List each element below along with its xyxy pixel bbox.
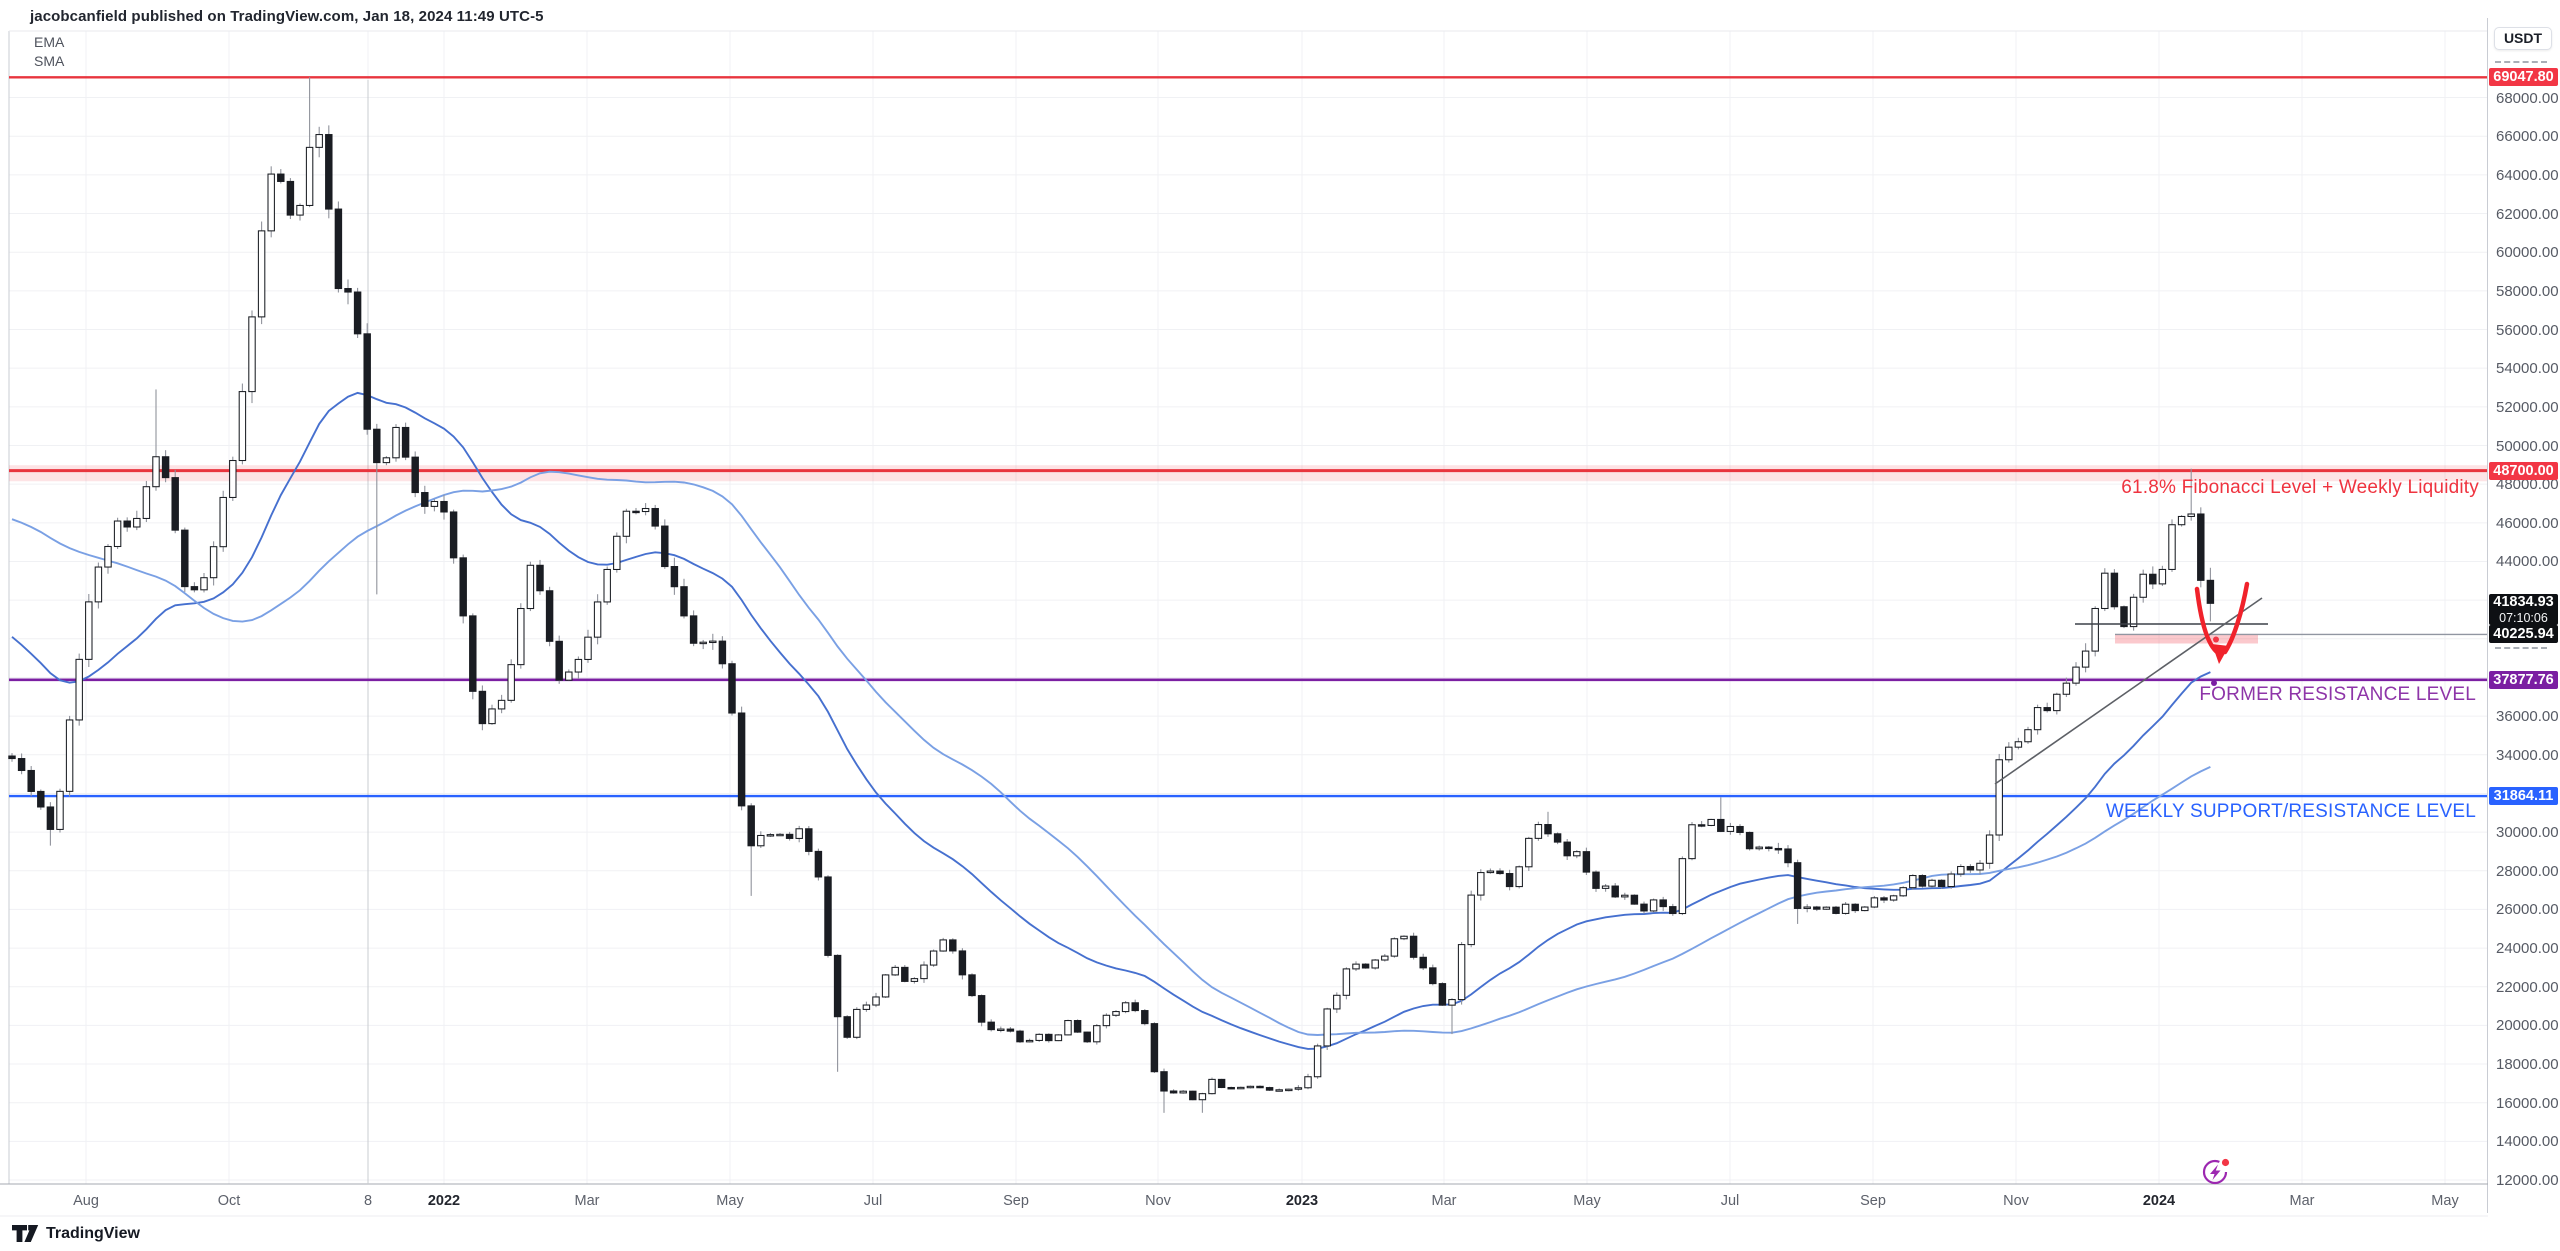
time-label-year: 2024 (2142, 1193, 2176, 1209)
trend-line (1994, 597, 2263, 785)
published-header: jacobcanfield published on TradingView.c… (30, 8, 544, 25)
time-axis[interactable]: Aug Oct 8 2022 Mar May Jul Sep Nov 2023 Mar May Jul S… (0, 1186, 2560, 1214)
price-tick: 18000.00 (2496, 1056, 2559, 1074)
price-tick: 48000.00 (2496, 476, 2559, 494)
price-tick: 54000.00 (2496, 360, 2559, 378)
time-label: Mar (2289, 1193, 2315, 1209)
candlestick-series (8, 77, 2215, 1113)
bar-countdown: 07:10:06 (2499, 611, 2548, 626)
time-label: Aug (73, 1193, 99, 1209)
ma-line-sma (11, 470, 2211, 1036)
time-label: Sep (1003, 1193, 1029, 1209)
liquidity-mini-zone (2115, 634, 2258, 644)
price-tick: 22000.00 (2496, 978, 2559, 996)
price-tick: 44000.00 (2496, 553, 2559, 571)
currency-toggle-button[interactable]: USDT (2494, 27, 2552, 50)
price-tick: 66000.00 (2496, 128, 2559, 146)
pane-borders (0, 18, 2560, 1217)
current-price-value: 41834.93 (2493, 594, 2554, 611)
tradingview-logo-text: TradingView (46, 1224, 140, 1242)
breakdown-arrow (2194, 581, 2250, 664)
price-tick: 50000.00 (2496, 437, 2559, 455)
price-tick: 56000.00 (2496, 321, 2559, 339)
tradingview-attribution[interactable]: TradingView (12, 1224, 140, 1243)
time-label: Mar (574, 1193, 600, 1209)
drawing-anchor-dot (2213, 636, 2219, 643)
fib-level-note: 61.8% Fibonacci Level + Weekly Liquidity (2121, 477, 2479, 498)
dashed-axis-marker (2495, 61, 2547, 63)
time-label: Oct (217, 1193, 241, 1209)
price-level-badge: 31864.11 (2489, 787, 2558, 806)
price-level-badge: 37877.76 (2489, 670, 2558, 689)
price-tick: 62000.00 (2496, 205, 2559, 223)
price-tick: 60000.00 (2496, 244, 2559, 262)
price-tick: 30000.00 (2496, 824, 2559, 842)
price-axis[interactable]: USDT 68000.00 66000.00 64000.00 62000.00 600… (2488, 0, 2560, 1251)
price-tick: 12000.00 (2496, 1172, 2559, 1190)
indicator-legend-ema[interactable]: EMA (34, 34, 65, 50)
price-tick: 46000.00 (2496, 514, 2559, 532)
time-label: Jul (1720, 1193, 1740, 1209)
drawing-anchor-dot (2211, 680, 2217, 686)
tradingview-logo-icon (12, 1225, 39, 1242)
indicator-legend-sma[interactable]: SMA (34, 53, 65, 69)
price-tick: 34000.00 (2496, 746, 2559, 764)
time-label: Nov (2003, 1193, 2029, 1209)
price-tick: 14000.00 (2496, 1133, 2559, 1151)
price-tick: 58000.00 (2496, 282, 2559, 300)
price-tick: 16000.00 (2496, 1094, 2559, 1112)
time-label-year: 2022 (427, 1193, 461, 1209)
gridlines (9, 31, 2487, 1184)
price-tick: 28000.00 (2496, 862, 2559, 880)
price-tick: 26000.00 (2496, 901, 2559, 919)
weekly-sr-note: WEEKLY SUPPORT/RESISTANCE LEVEL (2105, 801, 2476, 822)
dashed-axis-marker (2495, 647, 2547, 649)
price-tick: 20000.00 (2496, 1017, 2559, 1035)
price-tick: 64000.00 (2496, 166, 2559, 184)
time-label: Jul (863, 1193, 883, 1209)
current-price-badge: 41834.93 07:10:06 (2489, 594, 2558, 626)
ray-price-badge: 40225.94 (2489, 625, 2558, 644)
time-label: Mar (1431, 1193, 1457, 1209)
time-label-year: 2023 (1285, 1193, 1319, 1209)
price-tick: 52000.00 (2496, 398, 2559, 416)
price-tick: 24000.00 (2496, 940, 2559, 958)
price-level-badge: 69047.80 (2489, 68, 2558, 87)
time-label: 8 (363, 1193, 373, 1209)
moving-average-lines (11, 391, 2211, 1050)
time-label: May (716, 1193, 744, 1209)
time-label: May (2431, 1193, 2459, 1209)
time-label: Sep (1860, 1193, 1886, 1209)
price-tick: 68000.00 (2496, 89, 2559, 107)
flash-idea-icon[interactable] (2202, 1158, 2230, 1185)
ma-line-ema (11, 391, 2211, 1050)
former-resistance-note: FORMER RESISTANCE LEVEL (2199, 684, 2476, 705)
price-level-badge: 48700.00 (2489, 461, 2558, 480)
price-tick: 36000.00 (2496, 708, 2559, 726)
time-label: May (1573, 1193, 1601, 1209)
time-label: Nov (1145, 1193, 1171, 1209)
price-levels (9, 76, 2487, 798)
